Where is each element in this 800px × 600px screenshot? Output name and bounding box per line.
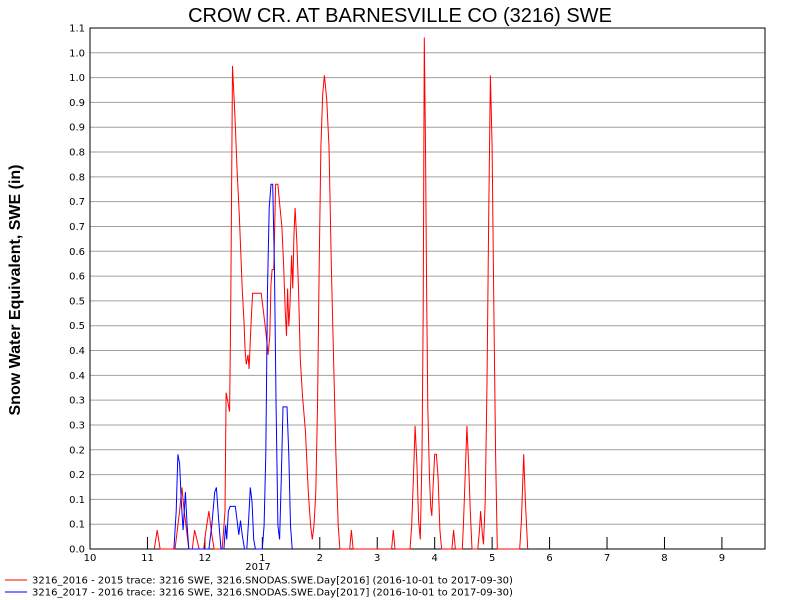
legend-entry: 3216_2016 - 2015 trace: 3216 SWE, 3216.S…: [32, 576, 513, 587]
legend: 3216_2016 - 2015 trace: 3216 SWE, 3216.S…: [5, 576, 513, 599]
y-tick-label: 0.8: [69, 148, 85, 159]
y-tick-label: 0.6: [69, 247, 85, 258]
y-tick-label: 0.2: [69, 470, 85, 481]
x-tick-label: 3: [374, 553, 380, 564]
x-tick-label: 10: [84, 553, 97, 564]
y-tick-label: 0.1: [69, 520, 85, 531]
y-tick-label: 0.1: [69, 495, 85, 506]
x-tick-label: 12: [199, 553, 212, 564]
x-tick-label: 11: [141, 553, 154, 564]
y-tick-label: 0.5: [69, 296, 85, 307]
y-tick-label: 0.3: [69, 396, 85, 407]
y-tick-label: 0.9: [69, 98, 85, 109]
x-year-label: 2017: [245, 562, 270, 573]
y-tick-label: 1.1: [69, 24, 85, 35]
x-axis-ticks: 10 11 12 1 2 3 4 5 6 7 8 9: [84, 537, 725, 564]
x-tick-label: 6: [546, 553, 552, 564]
y-axis-ticks: 0.0 0.1 0.1 0.2 0.2 0.3 0.3 0.4 0.4 0.5 0.5 0.6 0.6 0…: [69, 24, 85, 556]
y-tick-label: 0.4: [69, 346, 85, 357]
y-axis-label: Snow Water Equivalent, SWE (in): [7, 165, 24, 416]
x-tick-label: 8: [661, 553, 667, 564]
y-tick-label: 0.6: [69, 272, 85, 283]
y-tick-label: 0.7: [69, 222, 85, 233]
x-tick-label: 4: [431, 553, 437, 564]
y-tick-label: 1.0: [69, 73, 85, 84]
legend-entry: 3216_2017 - 2016 trace: 3216 SWE, 3216.S…: [32, 588, 513, 599]
y-tick-label: 0.9: [69, 123, 85, 134]
y-tick-label: 0.8: [69, 172, 85, 183]
x-tick-label: 9: [719, 553, 725, 564]
y-tick-label: 0.4: [69, 371, 85, 382]
series-line-2: [173, 183, 293, 550]
y-tick-label: 1.0: [69, 48, 85, 59]
y-tick-label: 0.0: [69, 545, 85, 556]
chart-title: CROW CR. AT BARNESVILLE CO (3216) SWE: [188, 5, 612, 27]
y-tick-label: 0.7: [69, 197, 85, 208]
y-tick-label: 0.5: [69, 321, 85, 332]
y-tick-label: 0.2: [69, 445, 85, 456]
y-tick-label: 0.3: [69, 420, 85, 431]
x-tick-label: 5: [489, 553, 495, 564]
gridlines: [90, 52, 765, 525]
x-tick-label: 7: [604, 553, 610, 564]
x-tick-label: 2: [317, 553, 323, 564]
plot-area-border: [89, 27, 766, 550]
x-tick-label: 1: [259, 553, 265, 564]
series-line-1: [153, 37, 529, 550]
series-lines: [153, 37, 529, 550]
